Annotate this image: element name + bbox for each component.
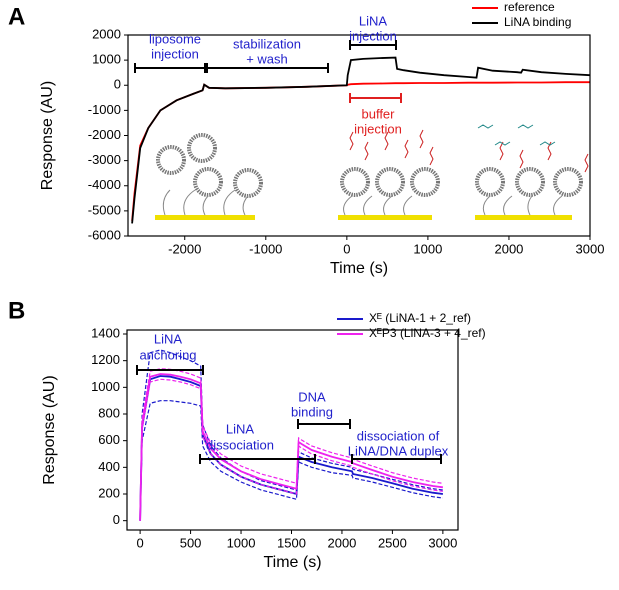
annotation: dissociation: [206, 437, 274, 452]
y-tick-label: 800: [98, 405, 120, 420]
y-tick-label: -2000: [88, 127, 121, 142]
x-tick-label: 2500: [378, 535, 407, 550]
series-line: [139, 373, 444, 521]
liposome: [340, 167, 370, 197]
y-tick-label: 200: [98, 485, 120, 500]
linker: [162, 189, 563, 216]
x-tick-label: 1500: [277, 535, 306, 550]
y-tick-label: 400: [98, 459, 120, 474]
y-tick-label: -1000: [88, 102, 121, 117]
annotation: LiNA: [359, 13, 388, 28]
surface: [155, 215, 255, 220]
y-tick-label: 0: [114, 77, 121, 92]
y-tick-label: -6000: [88, 227, 121, 242]
annotation: LiNA/DNA duplex: [348, 443, 449, 458]
x-tick-label: 500: [180, 535, 202, 550]
x-tick-label: 2000: [494, 241, 523, 256]
annotation: anchoring: [139, 347, 196, 362]
series-line: [131, 81, 590, 221]
x-tick-label: 0: [137, 535, 144, 550]
annotation: DNA: [298, 389, 326, 404]
liposome: [187, 133, 217, 163]
band-line: [139, 400, 443, 521]
liposome: [410, 167, 440, 197]
bracket: [206, 63, 329, 73]
annotation: injection: [151, 46, 199, 61]
bracket: [297, 419, 351, 429]
lina-strand: [349, 129, 589, 173]
illustration: [155, 124, 589, 220]
y-tick-label: 0: [113, 512, 120, 527]
y-tick-label: 1000: [92, 52, 121, 67]
panel-label: A: [8, 3, 25, 30]
liposome: [233, 168, 263, 198]
liposome: [515, 167, 545, 197]
bracket: [351, 454, 442, 464]
x-tick-label: -2000: [168, 241, 201, 256]
legend-label: Xᴱ (LiNA-1 + 2_ref): [369, 311, 471, 325]
annotation: + wash: [246, 51, 288, 66]
annotation: injection: [354, 121, 402, 136]
plot-frame: [126, 329, 459, 531]
bracket: [349, 40, 397, 50]
liposome: [475, 167, 505, 197]
legend-label: reference: [504, 0, 555, 14]
y-tick-label: -5000: [88, 202, 121, 217]
series-line: [139, 375, 444, 521]
y-axis-label: Response (AU): [41, 375, 58, 484]
band-line: [139, 349, 443, 521]
y-tick-label: -4000: [88, 177, 121, 192]
series-line: [131, 56, 590, 224]
y-axis-label: Response (AU): [39, 81, 56, 190]
panel-label: B: [8, 297, 25, 324]
annotation: stabilization: [233, 36, 301, 51]
surface: [475, 215, 572, 220]
liposome: [193, 167, 223, 197]
x-axis-label: Time (s): [263, 554, 321, 571]
y-tick-label: 1000: [91, 379, 120, 394]
y-tick-label: 600: [98, 432, 120, 447]
x-tick-label: 0: [343, 241, 350, 256]
surface: [338, 215, 432, 220]
legend-label: XᴱP3 (LiNA-3 + 4_ref): [369, 326, 486, 340]
bracket: [134, 63, 206, 73]
y-tick-label: 1400: [91, 325, 120, 340]
annotation: liposome: [149, 31, 201, 46]
annotation: LiNA: [154, 331, 183, 346]
x-tick-label: 3000: [428, 535, 457, 550]
dna-strand: [477, 124, 556, 146]
bracket: [349, 93, 402, 103]
x-tick-label: 2000: [327, 535, 356, 550]
plot: [131, 56, 590, 224]
liposome: [375, 167, 405, 197]
liposome: [553, 167, 583, 197]
liposome: [156, 145, 186, 175]
annotation: dissociation of: [357, 428, 440, 443]
x-tick-label: 1000: [227, 535, 256, 550]
x-tick-label: 3000: [576, 241, 605, 256]
plot: [139, 349, 444, 521]
x-tick-label: 1000: [413, 241, 442, 256]
x-tick-label: -1000: [249, 241, 282, 256]
bracket: [199, 454, 316, 464]
y-tick-label: -3000: [88, 152, 121, 167]
x-axis-label: Time (s): [330, 260, 388, 277]
annotation: buffer: [361, 106, 395, 121]
annotation: LiNA: [226, 421, 255, 436]
bracket: [136, 365, 204, 375]
annotation: binding: [291, 404, 333, 419]
legend-label: LiNA binding: [504, 15, 571, 29]
annotation: injection: [349, 28, 397, 43]
y-tick-label: 2000: [92, 26, 121, 41]
y-tick-label: 1200: [91, 352, 120, 367]
band-line: [139, 368, 443, 521]
